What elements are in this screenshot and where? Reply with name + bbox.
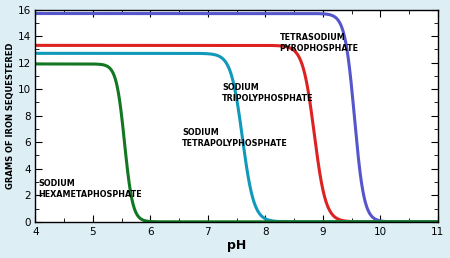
X-axis label: pH: pH xyxy=(227,239,246,252)
Text: SODIUM
HEXAMETAPHOSPHATE: SODIUM HEXAMETAPHOSPHATE xyxy=(38,179,142,199)
Text: SODIUM
TRIPOLYPHOSPHATE: SODIUM TRIPOLYPHOSPHATE xyxy=(222,83,314,103)
Text: TETRASODIUM
PYROPHOSPHATE: TETRASODIUM PYROPHOSPHATE xyxy=(280,33,359,53)
Text: SODIUM
TETRAPOLYPHOSPHATE: SODIUM TETRAPOLYPHOSPHATE xyxy=(182,128,288,148)
Y-axis label: GRAMS OF IRON SEQUESTERED: GRAMS OF IRON SEQUESTERED xyxy=(5,42,14,189)
